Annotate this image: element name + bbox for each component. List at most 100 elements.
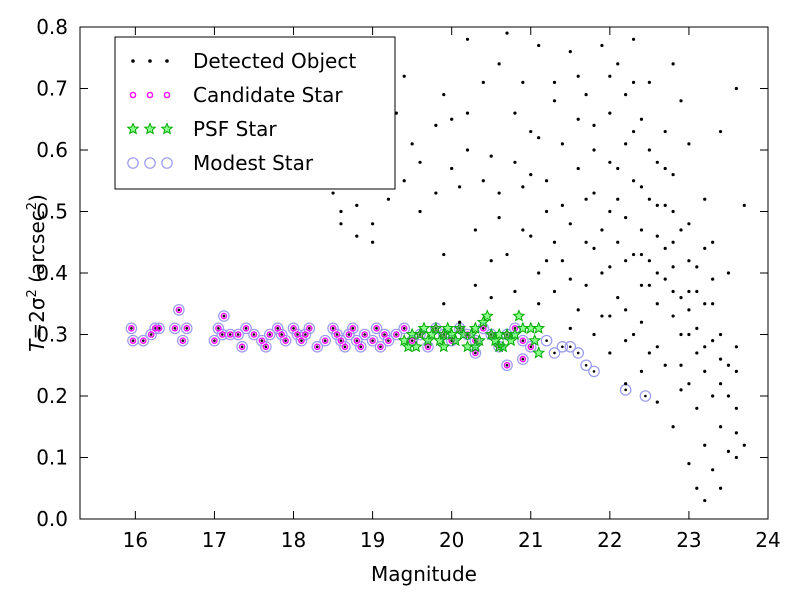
data-point [370, 240, 375, 244]
data-point [501, 359, 513, 372]
data-point [290, 325, 297, 332]
data-point [552, 99, 557, 103]
data-point-center [149, 333, 153, 336]
data-point-center [347, 333, 351, 336]
data-point [711, 468, 715, 472]
data-point [448, 337, 455, 344]
data-point-center [521, 339, 525, 342]
data-point [242, 325, 250, 332]
data-point [564, 340, 577, 353]
data-point [655, 160, 659, 164]
data-point [349, 325, 357, 332]
data-point [442, 302, 446, 306]
data-point [215, 325, 222, 332]
data-point [631, 80, 636, 84]
legend-marker [165, 59, 169, 63]
data-point [513, 111, 517, 115]
data-point [742, 203, 746, 207]
data-point [639, 228, 644, 232]
data-point [718, 357, 723, 361]
data-point [465, 37, 470, 41]
data-point [532, 321, 546, 334]
data-point [211, 337, 218, 344]
data-point [560, 203, 564, 207]
data-point [519, 337, 527, 344]
data-point [734, 345, 738, 349]
data-point-center [323, 339, 327, 342]
data-point [679, 388, 683, 392]
data-point [592, 123, 596, 127]
data-point [592, 332, 596, 337]
data-point [671, 425, 675, 429]
data-point [418, 160, 422, 164]
data-point [508, 327, 522, 341]
data-point [306, 325, 313, 332]
x-tick-label: 20 [439, 528, 464, 552]
data-point [442, 93, 446, 97]
data-point [556, 340, 569, 353]
data-point [631, 37, 636, 41]
data-point-center [331, 327, 335, 330]
data-point [655, 400, 659, 404]
data-point [137, 334, 150, 347]
data-point [262, 343, 270, 351]
data-point [703, 369, 707, 373]
data-point-center [177, 308, 181, 312]
data-point [236, 340, 248, 353]
data-point [337, 337, 345, 344]
data-point-center [339, 339, 343, 342]
data-point [703, 345, 707, 349]
data-point [125, 322, 138, 335]
legend-items: Detected Object Candidate Star PSF Star Mod… [126, 49, 356, 175]
data-point-center [181, 339, 185, 342]
data-point [687, 382, 691, 386]
data-point [655, 271, 659, 275]
data-point [354, 340, 367, 353]
data-point [608, 351, 612, 355]
data-point [687, 289, 691, 294]
data-point [695, 486, 699, 490]
data-point-center [387, 339, 390, 342]
data-point [449, 333, 463, 347]
data-point [695, 406, 699, 410]
legend-marker [143, 122, 157, 135]
data-point [529, 234, 533, 238]
data-point [600, 314, 604, 318]
series-detected-object [331, 31, 746, 503]
data-point [400, 325, 408, 332]
data-point [663, 363, 667, 367]
data-point [568, 50, 572, 54]
data-point [529, 173, 533, 177]
data-point [457, 185, 462, 189]
data-point [505, 252, 509, 257]
data-point-center [426, 345, 430, 349]
data-point [153, 322, 165, 335]
data-point-center [240, 345, 244, 349]
data-point [401, 339, 415, 353]
data-point [616, 166, 620, 171]
y-tick-label: 0.4 [36, 261, 68, 285]
data-point [480, 325, 487, 332]
data-point [489, 259, 493, 263]
data-point [472, 349, 479, 357]
data-point [469, 334, 482, 347]
data-point [726, 271, 731, 275]
data-point [718, 382, 723, 386]
data-point [208, 334, 221, 347]
data-point [151, 325, 159, 332]
data-point [521, 80, 525, 84]
data-point [527, 343, 535, 351]
data-point [687, 332, 691, 337]
data-point [655, 234, 659, 238]
data-point [600, 271, 604, 275]
data-point [718, 129, 723, 134]
legend-item: PSF Star [126, 117, 277, 141]
data-point-center [545, 339, 548, 342]
data-point-center [644, 394, 647, 398]
data-point [600, 228, 604, 232]
data-point [639, 320, 644, 324]
y-tick-label: 0.6 [36, 138, 68, 162]
legend-marker [161, 157, 173, 169]
data-point [258, 337, 266, 344]
